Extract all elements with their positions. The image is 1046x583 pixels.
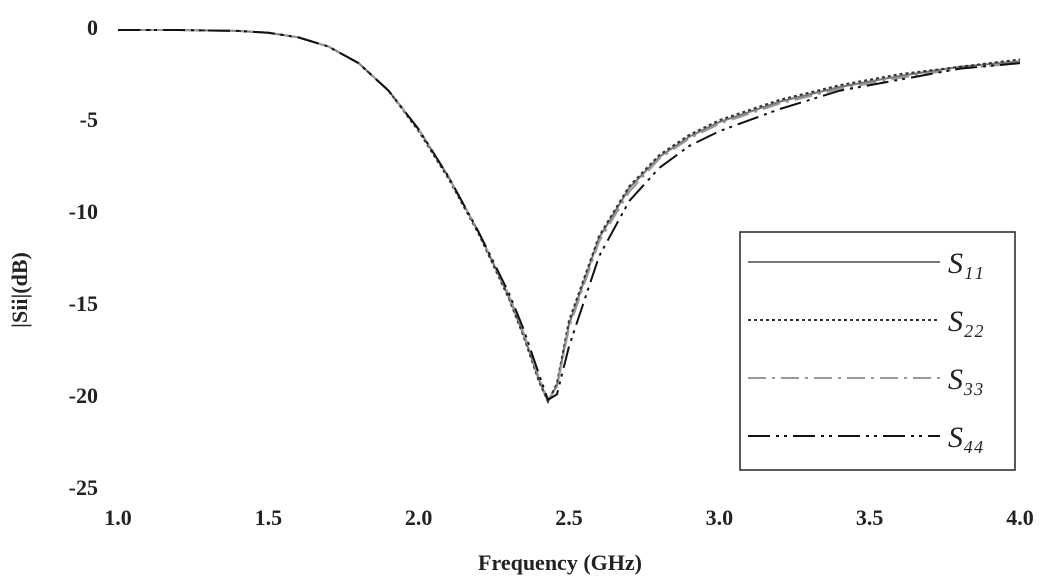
x-tick-label: 2.5 bbox=[555, 505, 583, 530]
x-tick-label: 1.0 bbox=[104, 505, 132, 530]
legend-label: S₃₃ bbox=[948, 363, 984, 396]
x-axis-label: Frequency (GHz) bbox=[478, 550, 642, 575]
legend-label: S₄₄ bbox=[948, 421, 984, 454]
y-tick-label: -25 bbox=[69, 475, 98, 500]
x-tick-label: 3.0 bbox=[706, 505, 734, 530]
legend-label: S₂₂ bbox=[948, 305, 984, 338]
series-line bbox=[118, 29, 1021, 402]
x-tick-label: 1.5 bbox=[255, 505, 283, 530]
series-line bbox=[118, 29, 1021, 405]
y-tick-label: -20 bbox=[69, 383, 98, 408]
y-tick-label: -10 bbox=[69, 199, 98, 224]
legend-label: S₁₁ bbox=[948, 247, 984, 280]
y-tick-label: -5 bbox=[80, 107, 98, 132]
y-tick-label: -15 bbox=[69, 291, 98, 316]
x-tick-label: 4.0 bbox=[1006, 505, 1034, 530]
x-tick-label: 3.5 bbox=[856, 505, 884, 530]
legend-box bbox=[739, 231, 1016, 471]
x-tick-label: 2.0 bbox=[405, 505, 433, 530]
y-axis-label: |Sii|(dB) bbox=[7, 252, 32, 328]
y-tick-label: 0 bbox=[87, 15, 98, 40]
